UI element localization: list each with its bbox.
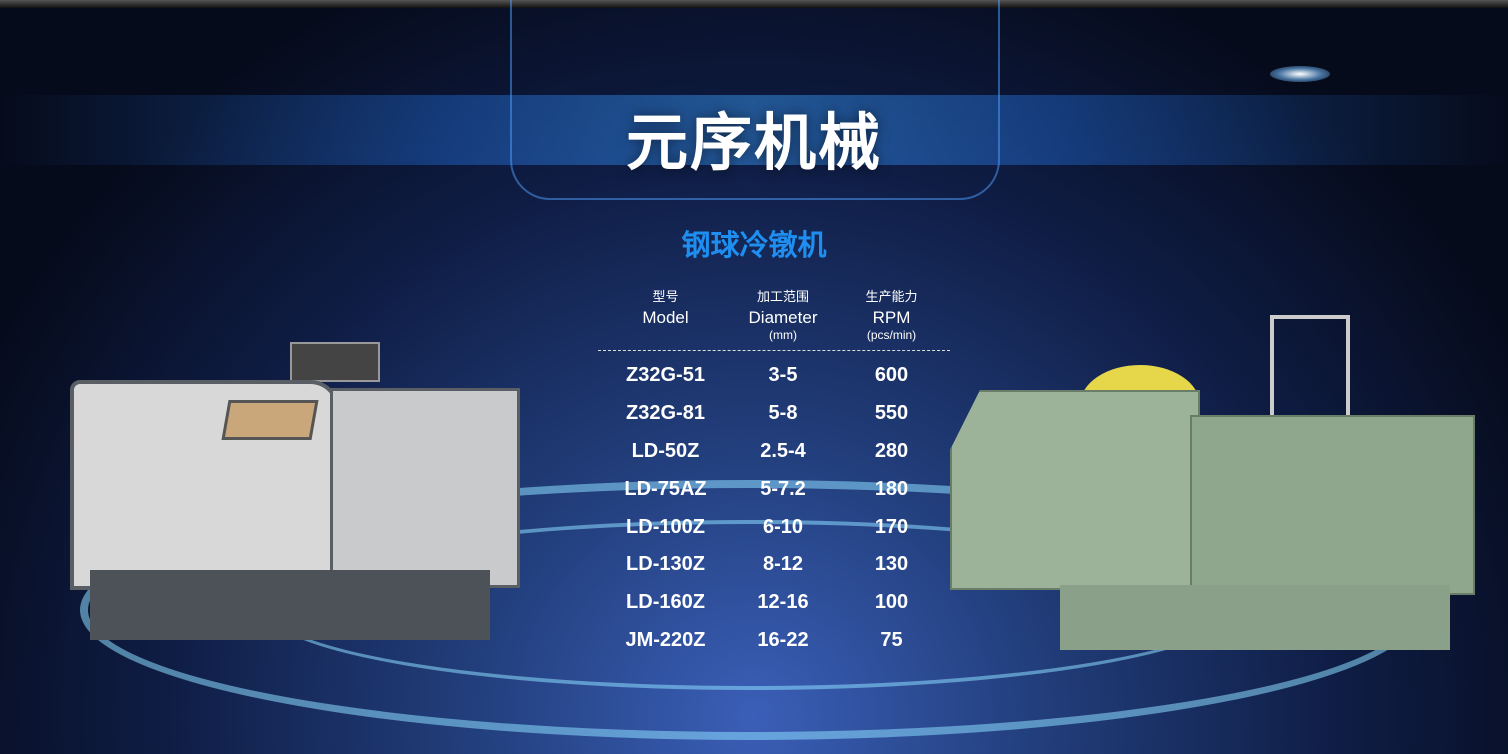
header-en: Diameter	[748, 308, 818, 327]
cell-diameter: 3-5	[768, 364, 798, 387]
spec-table: 型号 Model 加工范围 Diameter (mm) 生产能力 RPM (pc…	[598, 286, 950, 659]
table-row: LD-100Z 6-10 170	[598, 508, 950, 546]
machine-outline-graphic	[510, 0, 1000, 200]
header-zh: 加工范围	[756, 289, 809, 304]
cell-diameter: 5-8	[768, 402, 798, 425]
cell-rpm: 100	[874, 591, 909, 614]
cell-diameter: 6-10	[762, 515, 804, 538]
header-unit: (pcs/min)	[866, 328, 917, 342]
table-row: Z32G-81 5-8 550	[598, 395, 950, 433]
cell-rpm: 170	[874, 515, 909, 538]
header-unit	[598, 328, 733, 342]
cell-diameter: 2.5-4	[760, 439, 806, 462]
header-en: RPM	[872, 308, 911, 327]
table-row: JM-220Z 16-22 75	[598, 622, 950, 660]
table-row: LD-75AZ 5-7.2 180	[598, 470, 950, 508]
header-rpm: 生产能力 RPM (pcs/min)	[833, 286, 950, 342]
cell-diameter: 12-16	[757, 591, 809, 614]
header-diameter: 加工范围 Diameter (mm)	[733, 286, 833, 342]
cell-rpm: 75	[880, 628, 903, 651]
lens-flare	[1270, 66, 1330, 82]
table-row: Z32G-51 3-5 600	[598, 357, 950, 395]
cell-model: LD-100Z	[626, 515, 705, 538]
cell-model: LD-160Z	[626, 591, 705, 614]
right-machine-image	[950, 315, 1475, 655]
cell-diameter: 8-12	[762, 553, 804, 576]
product-subtitle: 钢球冷镦机	[681, 230, 827, 262]
table-row: LD-130Z 8-12 130	[598, 546, 950, 584]
header-en: Model	[642, 308, 689, 327]
cell-model: LD-130Z	[626, 553, 705, 576]
header-zh: 生产能力	[865, 289, 918, 304]
cell-rpm: 180	[874, 477, 909, 500]
cell-model: Z32G-51	[626, 364, 705, 387]
header-unit: (mm)	[769, 328, 797, 342]
cell-rpm: 600	[874, 364, 909, 387]
cell-rpm: 550	[874, 402, 909, 425]
page-title: 元序机械	[625, 109, 882, 178]
light-glow	[0, 95, 1508, 165]
table-row: LD-50Z 2.5-4 280	[598, 433, 950, 471]
cell-model: Z32G-81	[626, 402, 705, 425]
table-header: 型号 Model 加工范围 Diameter (mm) 生产能力 RPM (pc…	[598, 286, 950, 351]
table-row: LD-160Z 12-16 100	[598, 584, 950, 622]
cell-model: LD-50Z	[631, 439, 700, 462]
cell-diameter: 5-7.2	[760, 477, 806, 500]
cell-rpm: 280	[874, 439, 909, 462]
cell-model: JM-220Z	[625, 628, 706, 651]
cell-diameter: 16-22	[757, 628, 809, 651]
header-model: 型号 Model	[598, 286, 733, 342]
cell-model: LD-75AZ	[624, 477, 707, 500]
header-zh: 型号	[652, 289, 679, 304]
cell-rpm: 130	[874, 553, 909, 576]
top-bar	[0, 0, 1508, 8]
table-body: Z32G-51 3-5 600 Z32G-81 5-8 550 LD-50Z 2.5-4 280…	[598, 351, 950, 659]
left-machine-image	[70, 320, 520, 640]
